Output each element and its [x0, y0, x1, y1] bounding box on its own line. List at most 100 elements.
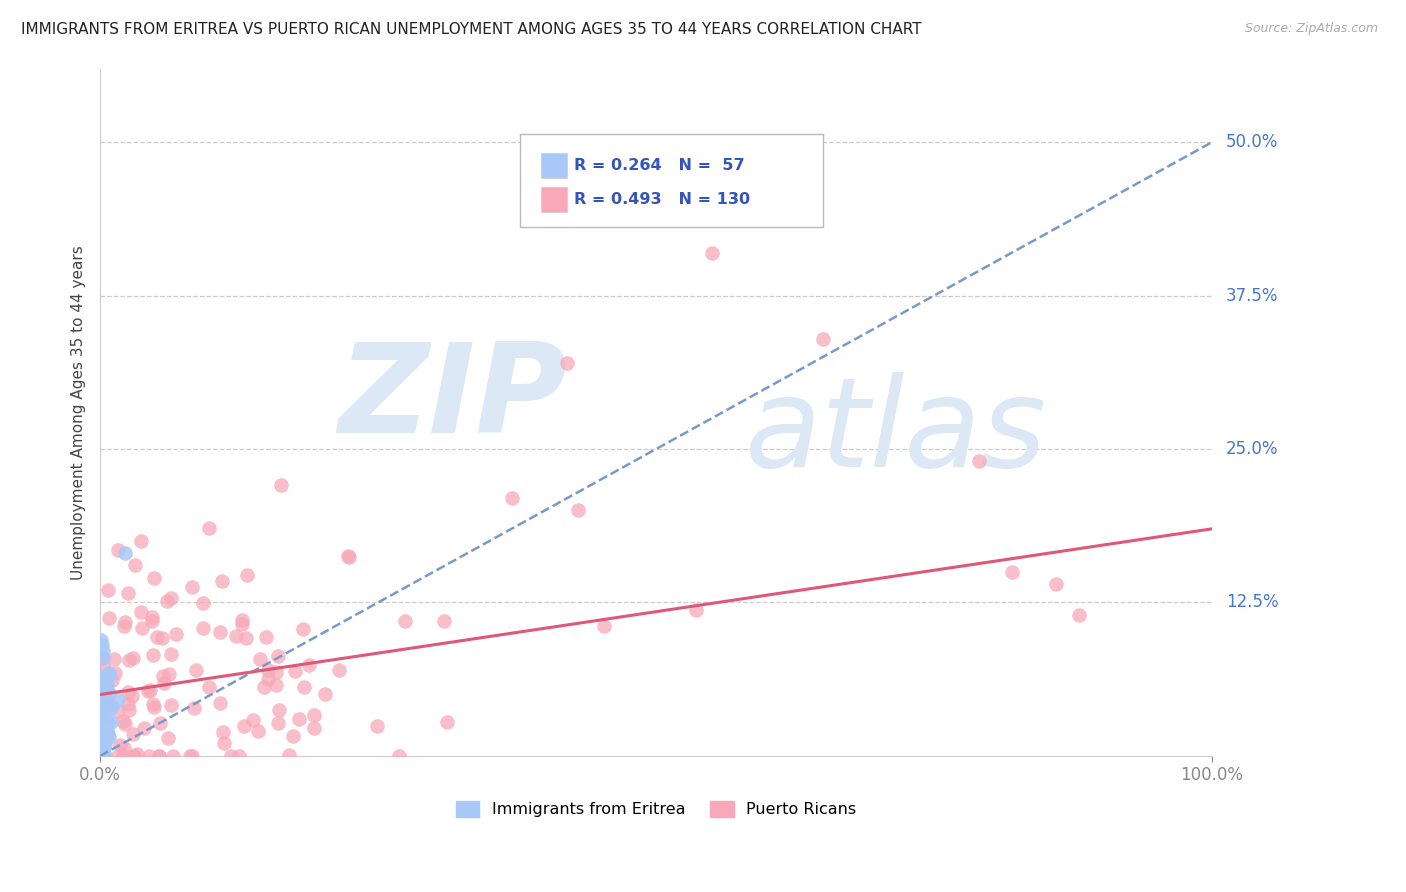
Point: [387, 748, 409, 763]
Point: [114, 615, 136, 630]
Point: [93, 737, 115, 751]
Point: [197, 681, 219, 695]
Point: [228, 748, 250, 763]
Point: [93, 674, 115, 689]
Point: [93, 661, 115, 675]
Point: [211, 725, 233, 739]
Point: [94, 676, 117, 690]
Point: [112, 619, 135, 633]
Point: [142, 699, 165, 714]
Point: [101, 700, 124, 714]
Point: [142, 571, 165, 585]
Point: [90, 651, 112, 665]
Point: [112, 740, 135, 755]
Point: [93, 698, 115, 713]
Point: [152, 669, 174, 683]
Text: atlas: atlas: [745, 372, 1047, 493]
Point: [97, 716, 120, 731]
Point: [266, 648, 288, 663]
Point: [94, 679, 117, 693]
Point: [141, 614, 163, 628]
Point: [93, 701, 115, 715]
Point: [125, 747, 148, 761]
Point: [100, 715, 122, 730]
Point: [94, 669, 117, 683]
Point: [298, 658, 321, 673]
Point: [93, 673, 115, 688]
Point: [91, 681, 114, 696]
Point: [90, 720, 112, 734]
Point: [267, 703, 290, 717]
Point: [225, 628, 247, 642]
Text: IMMIGRANTS FROM ERITREA VS PUERTO RICAN UNEMPLOYMENT AMONG AGES 35 TO 44 YEARS C: IMMIGRANTS FROM ERITREA VS PUERTO RICAN …: [21, 22, 922, 37]
Point: [394, 614, 416, 628]
Point: [257, 664, 280, 678]
Point: [97, 611, 120, 625]
Text: 37.5%: 37.5%: [1226, 286, 1278, 304]
Point: [94, 681, 117, 695]
Point: [555, 356, 578, 370]
Point: [160, 591, 183, 605]
Point: [91, 717, 114, 731]
Point: [198, 521, 221, 535]
Point: [142, 648, 165, 662]
Point: [97, 727, 120, 741]
Point: [94, 686, 117, 700]
Point: [117, 586, 139, 600]
Text: ZIP: ZIP: [339, 338, 567, 459]
Point: [98, 686, 121, 700]
Point: [139, 683, 162, 698]
Point: [191, 621, 214, 635]
Point: [93, 695, 115, 709]
Point: [433, 614, 456, 628]
Point: [278, 748, 301, 763]
Point: [700, 245, 723, 260]
Point: [221, 748, 243, 763]
Point: [436, 714, 458, 729]
Point: [90, 633, 112, 648]
Point: [117, 698, 139, 712]
Point: [122, 748, 145, 763]
Point: [94, 696, 117, 710]
Point: [567, 503, 589, 517]
Point: [90, 671, 112, 685]
Point: [148, 748, 170, 763]
Point: [91, 670, 114, 684]
Point: [91, 720, 114, 734]
Point: [91, 748, 114, 763]
Point: [811, 332, 834, 346]
Point: [122, 748, 145, 763]
Point: [162, 748, 184, 763]
Point: [288, 712, 311, 726]
Point: [212, 736, 235, 750]
Point: [191, 596, 214, 610]
Point: [129, 605, 152, 619]
Point: [118, 653, 141, 667]
Point: [93, 679, 115, 693]
Point: [131, 533, 153, 548]
Point: [304, 721, 326, 735]
Point: [685, 603, 707, 617]
Point: [314, 687, 336, 701]
Point: [249, 652, 271, 666]
Text: Source: ZipAtlas.com: Source: ZipAtlas.com: [1244, 22, 1378, 36]
Point: [98, 731, 121, 745]
Point: [94, 701, 117, 715]
Point: [1001, 565, 1024, 579]
Point: [96, 677, 118, 691]
Text: 12.5%: 12.5%: [1226, 593, 1278, 612]
Point: [150, 631, 173, 645]
Point: [592, 619, 614, 633]
Point: [93, 670, 115, 684]
Point: [107, 748, 129, 763]
Point: [302, 708, 325, 723]
Point: [328, 663, 350, 677]
Point: [90, 675, 112, 690]
Point: [236, 568, 259, 582]
Point: [98, 700, 121, 714]
Point: [114, 716, 136, 731]
Point: [89, 673, 111, 688]
Point: [90, 698, 112, 713]
Point: [98, 666, 121, 681]
Point: [96, 729, 118, 743]
